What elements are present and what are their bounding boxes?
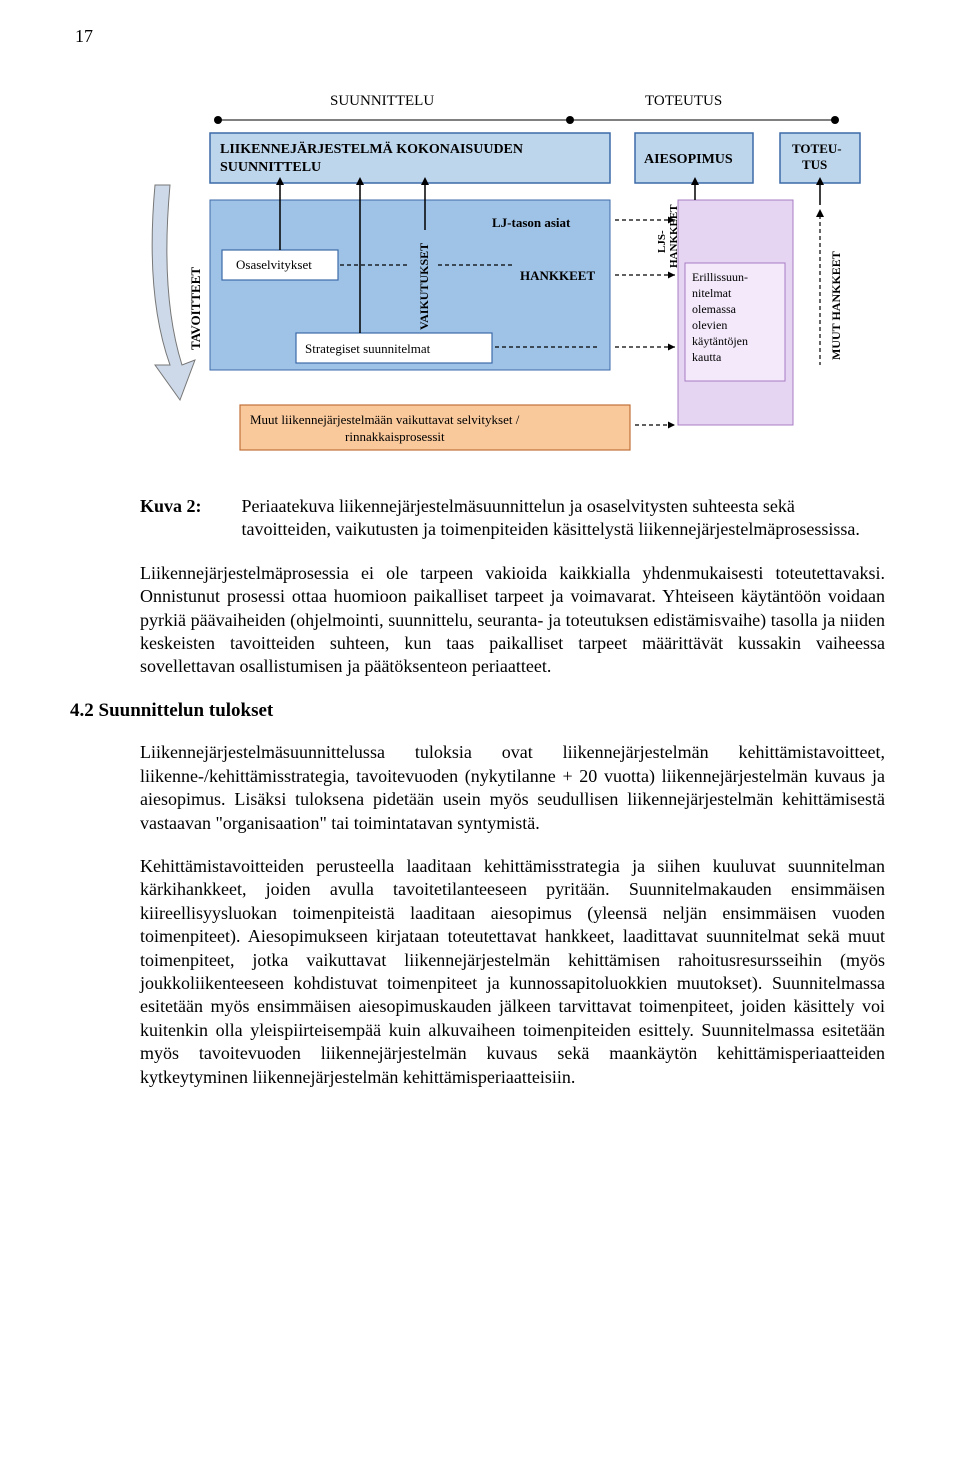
svg-text:HANKKEET: HANKKEET <box>668 204 680 268</box>
svg-text:LJ-tason asiat: LJ-tason asiat <box>492 215 571 230</box>
svg-text:nitelmat: nitelmat <box>692 286 732 300</box>
svg-text:kautta: kautta <box>692 350 722 364</box>
svg-text:VAIKUTUKSET: VAIKUTUKSET <box>417 243 431 330</box>
svg-text:Muut liikennejärjestelmään vai: Muut liikennejärjestelmään vaikuttavat s… <box>250 412 520 427</box>
svg-text:rinnakkaisprosessit: rinnakkaisprosessit <box>345 429 445 444</box>
svg-text:MUUT HANKKEET: MUUT HANKKEET <box>829 251 843 360</box>
svg-text:käytäntöjen: käytäntöjen <box>692 334 748 348</box>
caption-text: Periaatekuva liikennejärjestelmäsuunnitt… <box>242 495 885 542</box>
svg-text:LJS-: LJS- <box>656 230 668 253</box>
svg-text:TOTEU-: TOTEU- <box>792 141 842 156</box>
caption-label: Kuva 2: <box>140 495 202 518</box>
svg-text:HANKKEET: HANKKEET <box>520 268 595 283</box>
svg-text:Osaselvitykset: Osaselvitykset <box>236 257 312 272</box>
svg-text:Erillissuun-: Erillissuun- <box>692 270 748 284</box>
svg-text:TAVOITTEET: TAVOITTEET <box>188 267 203 350</box>
paragraph-2: Liikennejärjestelmäsuunnittelussa tuloks… <box>140 741 885 835</box>
svg-text:TUS: TUS <box>802 157 827 172</box>
phase-label-right: TOTEUTUS <box>645 93 722 109</box>
svg-text:olevien: olevien <box>692 318 727 332</box>
page-number: 17 <box>75 25 93 48</box>
box-main-suunnittelu <box>210 133 610 183</box>
paragraph-1: Liikennejärjestelmäprosessia ei ole tarp… <box>140 562 885 679</box>
svg-text:SUUNNITTELU: SUUNNITTELU <box>220 160 321 175</box>
svg-text:LIIKENNEJÄRJESTELMÄ KOKONAISUU: LIIKENNEJÄRJESTELMÄ KOKONAISUUDEN <box>220 141 523 157</box>
paragraph-3: Kehittämistavoitteiden perusteella laadi… <box>140 855 885 1089</box>
section-heading: 4.2 Suunnittelun tulokset <box>70 699 885 724</box>
svg-text:AIESOPIMUS: AIESOPIMUS <box>644 152 733 167</box>
svg-text:olemassa: olemassa <box>692 302 737 316</box>
figure-caption: Kuva 2: Periaatekuva liikennejärjestelmä… <box>140 495 885 542</box>
process-diagram: SUUNNITTELU TOTEUTUS LIIKENNEJÄRJESTELMÄ… <box>140 65 880 470</box>
phase-label-left: SUUNNITTELU <box>330 93 434 109</box>
svg-text:Strategiset suunnitelmat: Strategiset suunnitelmat <box>305 341 431 356</box>
